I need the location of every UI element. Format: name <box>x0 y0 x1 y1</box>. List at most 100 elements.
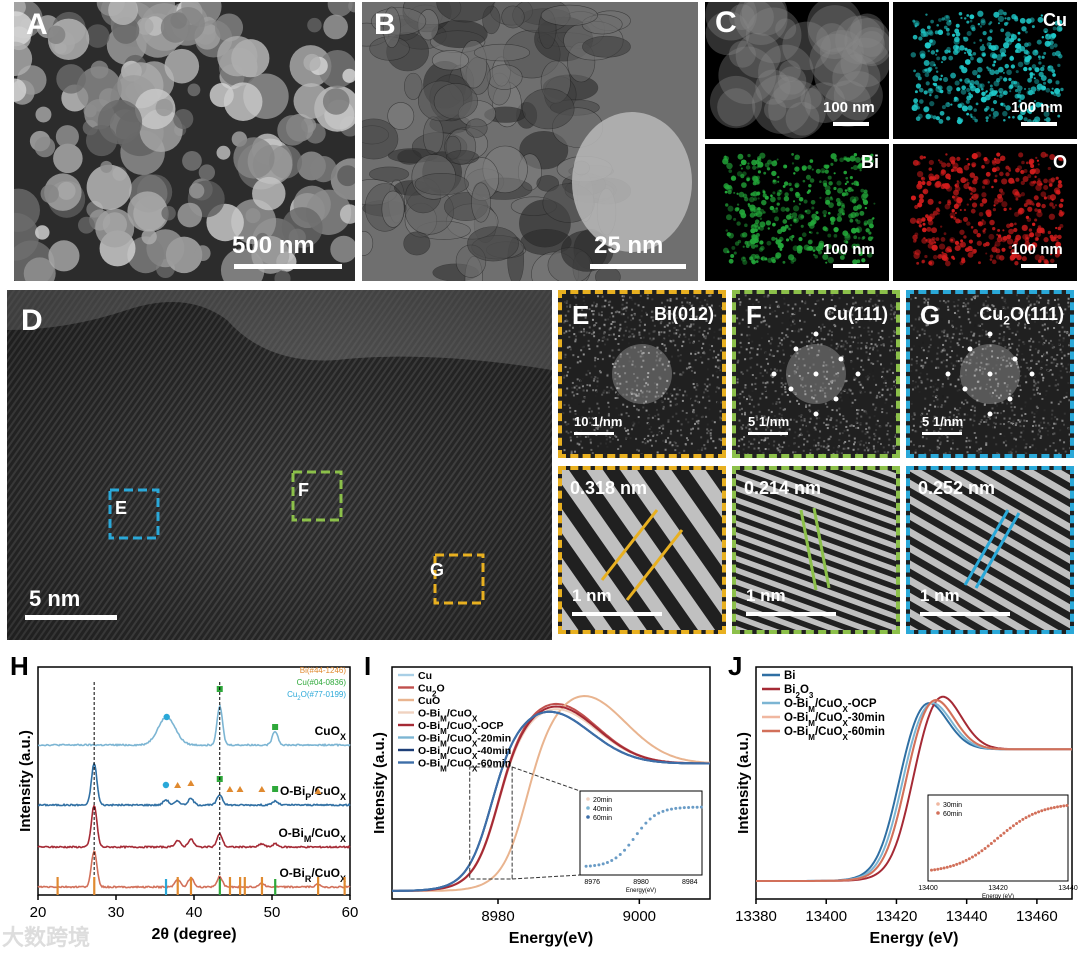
inset-point <box>993 839 996 843</box>
plot-frame <box>37 666 351 896</box>
panels-e-f-g: E Bi(012) 10 1/nm 0.318 nm 1 nm F Cu(111) 5 1/n… <box>558 290 1080 640</box>
inset-tick-label: 13440 <box>1058 885 1078 892</box>
xrd-series-line <box>37 761 351 807</box>
x-tick-label: 13440 <box>946 908 988 925</box>
inset-tick-label: 8980 <box>633 879 649 886</box>
reference-stick <box>189 877 193 895</box>
panel-label: I <box>364 651 371 681</box>
inset-tick-label: 8984 <box>682 879 698 886</box>
x-tick-label: 60 <box>342 904 359 921</box>
inset-point <box>1037 810 1041 814</box>
xrd-series-line <box>37 703 351 748</box>
fft-scale-label: 10 1/nm <box>574 414 623 429</box>
inset-point <box>674 806 678 810</box>
inset-point <box>945 865 949 869</box>
panel-h-xrd-chart: 20 30 40 50 60 2θ (degree) Intensity (a.u.) H Cu… <box>10 651 359 943</box>
inset-legend-marker <box>586 797 590 801</box>
xrd-series-line <box>37 804 351 850</box>
inset-point <box>996 836 1000 840</box>
x-tick-label: 40 <box>186 904 203 921</box>
inset-legend-entry: 20min <box>593 797 612 804</box>
inset-point <box>955 862 959 866</box>
reference-stick <box>239 877 242 895</box>
y-axis-label: Intensity (a.u.) <box>735 732 752 834</box>
inset-point <box>1046 807 1050 811</box>
scale-bar-label: 100 nm <box>1011 99 1063 116</box>
zoom-connector <box>512 874 581 880</box>
scale-bar <box>920 612 1010 616</box>
inset-point <box>670 807 673 811</box>
inset-point <box>657 811 661 815</box>
inset-point <box>610 859 614 863</box>
inset-legend-marker <box>936 802 940 806</box>
xanes-series-line <box>391 705 710 892</box>
inset-point <box>961 860 965 864</box>
inset-legend-entry: 60min <box>593 815 612 822</box>
legend-entry: O-BiM/CuOX-OCP <box>784 698 877 714</box>
phase-marker <box>174 782 182 788</box>
inset-tick-label: 13400 <box>918 885 938 892</box>
reference-stick <box>56 877 59 895</box>
inset-point <box>967 857 971 861</box>
inset-x-label: Energy (eV) <box>982 894 1014 900</box>
phase-marker <box>272 724 279 730</box>
fft-scale-label: 5 1/nm <box>748 414 790 429</box>
panel-label: J <box>728 651 742 681</box>
reference-stick <box>274 879 277 895</box>
x-tick-label: 9000 <box>623 908 656 925</box>
xanes-series-line <box>756 698 1072 882</box>
panel-label: F <box>746 300 762 330</box>
panel-label: G <box>920 300 941 330</box>
inset-point <box>939 867 943 871</box>
scale-bar-label: 5 nm <box>29 586 81 611</box>
inset-point <box>678 806 682 810</box>
zoom-connector <box>511 766 581 792</box>
reference-stick <box>317 877 320 895</box>
plane-main: Cu <box>979 304 1004 324</box>
legend-entry: O-BiM/CuOX-OCP <box>418 720 504 736</box>
inset-point <box>942 866 946 870</box>
panel-e-fft: E Bi(012) 10 1/nm <box>558 290 726 458</box>
inset-point <box>1049 806 1053 810</box>
phase-marker <box>162 781 170 789</box>
phase-marker <box>226 786 234 792</box>
legend-entry: O-BiM/CuOX-40min <box>418 745 511 761</box>
inset-point <box>652 814 656 818</box>
reference-stick <box>164 879 168 895</box>
inset-point <box>644 821 648 825</box>
inset-point <box>618 852 622 856</box>
lattice-plane-label: Cu2O(111) <box>979 304 1064 328</box>
d-spacing-label: 0.214 nm <box>744 478 822 498</box>
watermark: 大数跨境 <box>2 925 91 950</box>
x-axis-label: Energy(eV) <box>509 930 593 947</box>
scale-bar-label: 25 nm <box>594 232 664 259</box>
inset-point <box>1011 824 1015 828</box>
inset-point <box>936 867 940 871</box>
panel-c-eds-maps: 100 nm C Cu 100 nm Bi 100 nm O 100 nm <box>705 2 1077 281</box>
inset-point <box>989 841 993 845</box>
panel-b-tem-image: B 25 nm <box>362 2 698 281</box>
x-tick-label: 8980 <box>481 908 514 925</box>
scale-bar-label: 100 nm <box>823 241 875 258</box>
inset-point <box>980 849 984 853</box>
legend-entry: O-BiM/CuOX-20min <box>418 733 511 749</box>
inset-point <box>623 848 627 852</box>
scale-bar <box>1021 122 1057 126</box>
panel-label: A <box>26 8 48 41</box>
reference-legend: Bi(#44-1246) <box>300 666 347 675</box>
inset-point <box>1005 829 1009 833</box>
inset-point <box>1059 804 1063 808</box>
scale-bar-label: 1 nm <box>572 586 612 605</box>
inset-point <box>958 861 962 865</box>
phase-marker <box>272 786 279 792</box>
inset-point <box>691 805 695 809</box>
series-label: O-BiM/CuOX <box>278 826 346 844</box>
inset-frame <box>579 790 703 876</box>
inset-point <box>682 806 686 810</box>
inset-x-label: Energy(eV) <box>626 888 656 894</box>
inset-legend-entry: 40min <box>593 806 612 813</box>
eds-tile-haadf: 100 nm C <box>705 2 889 139</box>
inset-legend-marker <box>936 811 940 815</box>
eds-tile-cu: Cu 100 nm <box>893 2 1077 139</box>
scale-bar <box>746 612 836 616</box>
